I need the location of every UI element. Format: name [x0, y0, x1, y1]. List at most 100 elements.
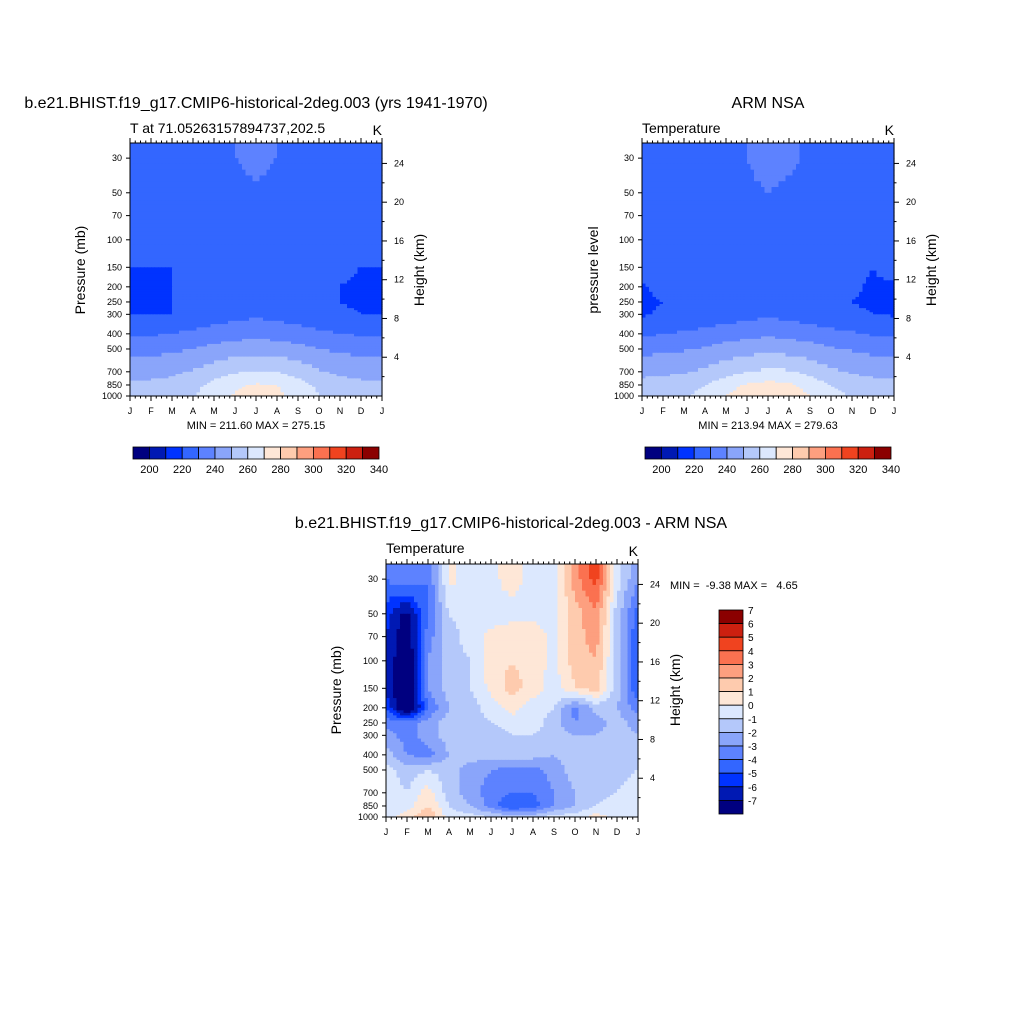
contour-cell	[224, 262, 229, 268]
contour-cell	[137, 306, 142, 309]
contour-cell	[252, 223, 257, 229]
contour-cell	[291, 356, 296, 361]
contour-cell	[189, 231, 194, 237]
contour-cell	[263, 163, 268, 171]
contour-cell	[294, 296, 299, 301]
contour-cell	[179, 270, 184, 275]
contour-cell	[147, 227, 152, 233]
contour-cell	[175, 289, 180, 293]
contour-cell	[277, 364, 282, 369]
contour-cell	[277, 308, 282, 311]
contour-cell	[151, 169, 156, 177]
contour-cell	[235, 312, 240, 315]
contour-cell	[305, 348, 310, 354]
contour-cell	[319, 262, 324, 268]
contour-cell	[329, 262, 334, 268]
contour-cell	[245, 273, 250, 278]
contour-cell	[371, 215, 376, 221]
contour-cell	[347, 291, 352, 295]
contour-cell	[266, 286, 271, 290]
contour-cell	[312, 231, 317, 237]
contour-cell	[354, 348, 359, 354]
contour-cell	[158, 200, 163, 205]
contour-cell	[308, 204, 313, 209]
contour-cell	[133, 211, 138, 217]
contour-cell	[196, 294, 201, 298]
contour-cell	[249, 208, 254, 213]
contour-cell	[357, 204, 362, 209]
contour-cell	[287, 296, 292, 301]
contour-cell	[336, 308, 341, 311]
contour-cell	[151, 223, 156, 229]
contour-cell	[329, 267, 334, 272]
contour-cell	[280, 223, 285, 229]
contour-cell	[298, 248, 303, 255]
contour-cell	[137, 223, 142, 229]
contour-cell	[305, 304, 310, 307]
contour-cell	[354, 294, 359, 298]
contour-cell	[357, 244, 362, 250]
contour-cell	[203, 258, 208, 264]
contour-cell	[175, 352, 180, 358]
contour-cell	[137, 258, 142, 264]
contour-cell	[172, 248, 177, 255]
contour-cell	[214, 368, 219, 373]
contour-cell	[291, 277, 296, 281]
contour-cell	[266, 208, 271, 213]
contour-cell	[147, 306, 152, 309]
contour-cell	[263, 306, 268, 309]
contour-cell	[203, 163, 208, 171]
contour-cell	[266, 169, 271, 177]
contour-cell	[305, 158, 310, 165]
contour-cell	[217, 192, 222, 198]
contour-cell	[221, 231, 226, 237]
contour-cell	[165, 200, 170, 205]
contour-cell	[228, 143, 233, 159]
contour-cell	[329, 368, 334, 373]
contour-cell	[133, 312, 138, 315]
contour-cell	[221, 286, 226, 290]
contour-cell	[147, 301, 152, 305]
contour-cell	[319, 348, 324, 354]
contour-cell	[228, 227, 233, 233]
contour-cell	[214, 244, 219, 250]
contour-cell	[266, 231, 271, 237]
contour-cell	[284, 175, 289, 182]
contour-cell	[228, 306, 233, 309]
contour-cell	[186, 208, 191, 213]
contour-cell	[210, 294, 215, 298]
contour-cell	[224, 163, 229, 171]
contour-cell	[347, 277, 352, 281]
contour-cell	[343, 158, 348, 165]
contour-cell	[182, 169, 187, 177]
contour-cell	[249, 360, 254, 365]
contour-cell	[252, 280, 257, 285]
contour-cell	[203, 356, 208, 361]
contour-cell	[319, 158, 324, 165]
contour-cell	[298, 301, 303, 305]
contour-cell	[270, 187, 275, 194]
contour-cell	[259, 368, 264, 373]
contour-cell	[375, 270, 380, 275]
contour-cell	[245, 181, 250, 188]
contour-cell	[280, 308, 285, 311]
contour-cell	[294, 348, 299, 354]
contour-cell	[294, 253, 299, 259]
contour-cell	[277, 248, 282, 255]
contour-cell	[158, 227, 163, 233]
contour-cell	[147, 277, 152, 281]
contour-cell	[252, 187, 257, 194]
contour-cell	[354, 364, 359, 369]
contour-cell	[249, 283, 254, 288]
contour-cell	[182, 312, 187, 315]
contour-cell	[168, 294, 173, 298]
contour-cell	[210, 258, 215, 264]
contour-cell	[175, 215, 180, 221]
contour-cell	[361, 215, 366, 221]
contour-cell	[371, 219, 376, 225]
panel-model-units: K	[373, 122, 383, 138]
contour-cell	[207, 248, 212, 255]
contour-cell	[329, 310, 334, 313]
contour-cell	[144, 360, 149, 365]
contour-cell	[259, 270, 264, 275]
